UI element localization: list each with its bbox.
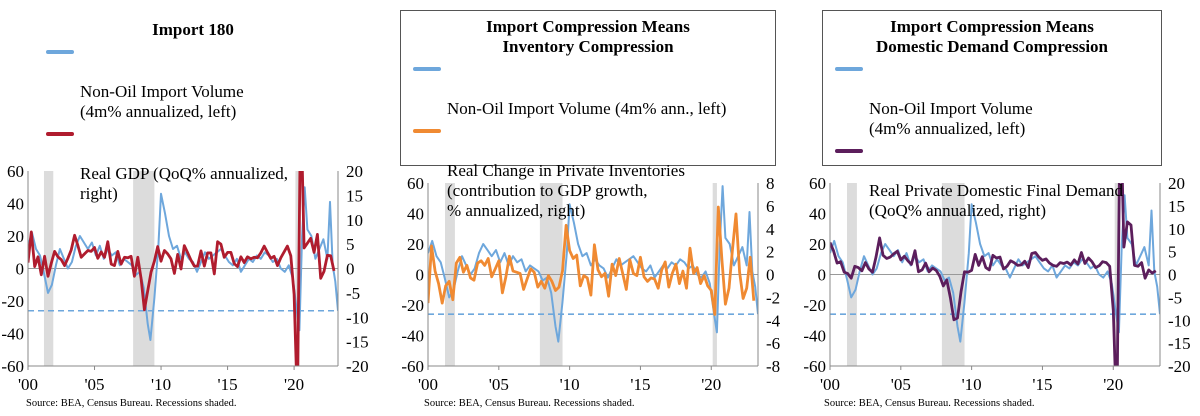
chart-title: Import 180: [152, 20, 234, 39]
right-tick-label: 4: [766, 220, 775, 239]
series-line-demand: [830, 183, 1157, 366]
right-tick-label: 10: [346, 211, 363, 230]
source-note: Source: BEA, Census Bureau. Recessions s…: [424, 398, 635, 409]
left-tick-label: 20: [809, 235, 826, 254]
legend-entry-gdp: Real GDP (QoQ% annualized, right): [44, 124, 342, 204]
right-tick-label: -2: [766, 288, 780, 307]
legend-entry-import: Non-Oil Import Volume (4m% annualized, l…: [44, 42, 342, 122]
left-tick-label: -40: [803, 327, 826, 346]
right-tick-label: 6: [766, 197, 775, 216]
left-tick-label: -60: [401, 357, 424, 376]
x-tick-label: '10: [560, 375, 580, 394]
left-tick-label: 0: [818, 266, 827, 285]
series-line-gdp: [28, 171, 336, 366]
left-tick-label: -40: [401, 327, 424, 346]
left-tick-label: 60: [407, 174, 424, 193]
left-tick-label: 40: [407, 205, 424, 224]
right-tick-label: 0: [1168, 266, 1177, 285]
left-tick-label: 20: [407, 235, 424, 254]
x-tick-label: '20: [701, 375, 721, 394]
x-tick-label: '05: [489, 375, 509, 394]
right-tick-label: -4: [766, 311, 781, 330]
right-tick-label: -20: [1168, 357, 1191, 376]
x-tick-label: '05: [891, 375, 911, 394]
legend-swatch-import: [835, 67, 863, 71]
left-tick-label: -20: [1, 292, 24, 311]
x-tick-label: '10: [151, 375, 171, 394]
left-tick-label: -40: [1, 325, 24, 344]
left-tick-label: 60: [7, 162, 24, 181]
right-tick-label: 5: [346, 235, 355, 254]
x-tick-label: '00: [418, 375, 438, 394]
left-tick-label: 40: [809, 205, 826, 224]
series-line-inventories: [428, 205, 756, 316]
x-tick-label: '00: [18, 375, 38, 394]
x-tick-label: '00: [820, 375, 840, 394]
right-tick-label: 15: [1168, 197, 1185, 216]
left-tick-label: -20: [803, 296, 826, 315]
right-tick-label: 20: [1168, 174, 1185, 193]
legend-label: Non-Oil Import Volume (4m% annualized, l…: [80, 82, 244, 121]
left-tick-label: -60: [1, 357, 24, 376]
series-line-import: [830, 194, 1160, 343]
legend-label: Real GDP (QoQ% annualized, right): [80, 164, 289, 203]
legend-entry-demand: Real Private Domestic Final Demand (QoQ%…: [833, 141, 1151, 221]
legend-swatch-demand: [835, 149, 863, 153]
legend-entry-import: Non-Oil Import Volume (4m% ann., left): [411, 59, 765, 119]
x-tick-label: '15: [1032, 375, 1052, 394]
right-tick-label: -10: [1168, 311, 1191, 330]
legend-box-2: Import Compression Means Inventory Compr…: [400, 10, 776, 220]
x-tick-label: '20: [1103, 375, 1123, 394]
legend-swatch-import: [46, 50, 74, 54]
legend-label: Non-Oil Import Volume (4m% ann., left): [447, 99, 727, 118]
right-tick-label: 8: [766, 174, 775, 193]
legend-label: Real Change in Private Inventories (cont…: [447, 161, 685, 220]
right-tick-label: -5: [1168, 288, 1182, 307]
left-tick-label: -60: [803, 357, 826, 376]
x-tick-label: '15: [218, 375, 238, 394]
legend-label: Non-Oil Import Volume (4m% annualized, l…: [869, 99, 1033, 138]
source-note: Source: BEA, Census Bureau. Recessions s…: [824, 398, 1035, 409]
chart-title: Import Compression Means Inventory Compr…: [486, 17, 690, 56]
right-tick-label: 15: [346, 186, 363, 205]
right-tick-label: -20: [346, 357, 369, 376]
right-tick-label: 2: [766, 243, 775, 262]
right-tick-label: -15: [346, 333, 369, 352]
right-tick-label: 0: [346, 260, 355, 279]
legend-swatch-import: [413, 67, 441, 71]
right-tick-label: -15: [1168, 334, 1191, 353]
legend-label: Real Private Domestic Final Demand (QoQ%…: [869, 181, 1123, 220]
legend-entry-inventories: Real Change in Private Inventories (cont…: [411, 121, 765, 221]
right-tick-label: 20: [346, 162, 363, 181]
legend-box-3: Import Compression Means Domestic Demand…: [822, 10, 1162, 220]
legend-entry-import: Non-Oil Import Volume (4m% annualized, l…: [833, 59, 1151, 139]
legend-swatch-gdp: [46, 132, 74, 136]
left-tick-label: 20: [7, 227, 24, 246]
x-tick-label: '20: [284, 375, 304, 394]
x-tick-label: '10: [962, 375, 982, 394]
chart-title: Import Compression Means Domestic Demand…: [875, 17, 1108, 56]
left-tick-label: 0: [416, 266, 425, 285]
left-tick-label: 40: [7, 195, 24, 214]
left-tick-label: 60: [809, 174, 826, 193]
x-tick-label: '15: [630, 375, 650, 394]
legend-swatch-inventories: [413, 129, 441, 133]
right-tick-label: -10: [346, 308, 369, 327]
source-note: Source: BEA, Census Bureau. Recessions s…: [26, 398, 237, 409]
right-tick-label: 0: [766, 266, 775, 285]
right-tick-label: -5: [346, 284, 360, 303]
right-tick-label: 5: [1168, 243, 1177, 262]
x-tick-label: '05: [84, 375, 104, 394]
right-tick-label: -6: [766, 334, 780, 353]
left-tick-label: 0: [16, 260, 25, 279]
left-tick-label: -20: [401, 296, 424, 315]
right-tick-label: -8: [766, 357, 780, 376]
right-tick-label: 10: [1168, 220, 1185, 239]
legend-box-1: Import 180 Non-Oil Import Volume (4m% an…: [34, 14, 352, 203]
